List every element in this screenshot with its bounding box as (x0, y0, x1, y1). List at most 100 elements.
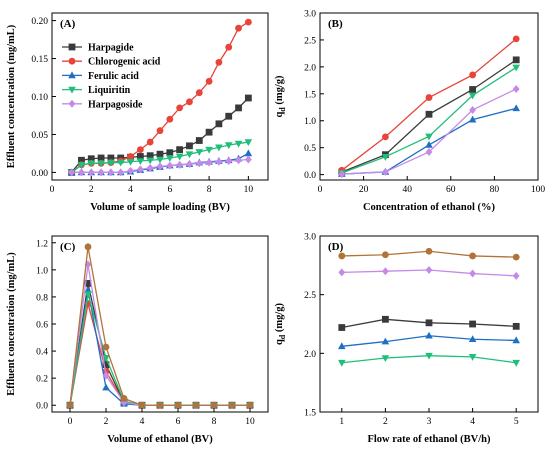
chart-C-y-tick-label: 0.2 (36, 375, 48, 385)
chart-A-y-tick-label: 0.15 (31, 55, 48, 65)
chart-B-series-3-point (425, 133, 433, 141)
chart-D-y-tick-label: 3.0 (304, 233, 316, 243)
chart-B-y-axis-title: qd (mg/g) (274, 75, 287, 118)
chart-C-x-axis-title: Volume of ethanol (BV) (107, 434, 213, 445)
chart-A-x-tick-label: 4 (128, 185, 133, 195)
chart-C-series-3-line (69, 294, 250, 406)
chart-C-series-0-point (102, 361, 110, 369)
chart-D-series-3-point (468, 335, 477, 343)
chart-A-y-tick-label: 0.00 (31, 169, 48, 179)
chart-A-series-3-point (234, 140, 243, 148)
chart-A-series-0-point (244, 94, 252, 102)
chart-B-x-tick-label: 20 (359, 185, 369, 195)
chart-B-series-1-point (382, 133, 389, 141)
chart-A-legend-label: Liquiritin (88, 85, 131, 96)
chart-A-series-3-point (116, 159, 125, 167)
chart-B-series-4-point (512, 84, 520, 93)
chart-C-series-3-point (102, 355, 110, 362)
chart-D-series-1-point (512, 271, 520, 280)
chart-A-x-tick-label: 10 (244, 185, 254, 195)
chart-C-series-5-point (120, 395, 128, 402)
chart-A-series-1-point (235, 24, 242, 32)
chart-A-legend-label: Chlorogenic acid (88, 57, 161, 68)
chart-A-series-3-point (156, 156, 164, 164)
chart-A-series-1-point (215, 58, 223, 66)
chart-B-series-1-point (425, 94, 433, 101)
chart-A-series-4-point (87, 168, 95, 177)
chart-C-series-0-line (69, 283, 250, 406)
chart-D-series-0-point (512, 253, 520, 261)
chart-B-series-4-point (338, 170, 346, 179)
chart-D-series-3-point (512, 336, 520, 344)
chart-A-series-1-point (166, 115, 174, 123)
chart-A-series-0-point (87, 155, 95, 163)
chart-A-series-3-point (244, 139, 253, 147)
chart-A-legend-marker (68, 71, 76, 79)
chart-A-y-tick-label: 0.20 (31, 17, 48, 27)
chart-C-series-5-point (174, 401, 182, 409)
chart-A-x-tick-label: 6 (167, 185, 172, 195)
chart-B-series-0-point (469, 86, 476, 93)
chart-A-x-tick-label: 0 (50, 185, 55, 195)
chart-A-series-3-point (136, 158, 145, 166)
chart-A-series-1-point (146, 138, 154, 146)
chart-B-series-4-point (469, 105, 476, 114)
chart-C-series-2-point (102, 383, 110, 391)
chart-A-series-4-point (117, 168, 125, 177)
chart-D-series-4-point (381, 355, 390, 363)
chart-A-series-4-point (127, 166, 134, 175)
chart-D-series-3-point (338, 342, 346, 350)
chart-B-series-1-point (512, 35, 520, 43)
chart-A-series-4-point (156, 162, 164, 171)
chart-B-series-0-point (512, 56, 520, 64)
chart-C-series-5-point (192, 401, 200, 409)
chart-D-series-2-point (469, 320, 476, 328)
chart-A-series-4-point (146, 163, 154, 172)
chart-B-series-3-point (468, 92, 477, 100)
chart-D-x-tick-label: 3 (427, 417, 432, 427)
chart-A-series-1-point (127, 153, 134, 160)
chart-A-series-3-point (215, 144, 223, 152)
chart-D-y-tick-label: 1.5 (304, 409, 316, 419)
chart-C-series-2-line (69, 290, 250, 406)
chart-C-y-tick-label: 1.0 (36, 266, 48, 276)
chart-A-series-0-point (186, 142, 193, 150)
chart-C-y-tick-label: 0.4 (36, 348, 48, 358)
chart-C-series-1-point (102, 367, 110, 375)
chart-D-x-tick-label: 2 (383, 417, 388, 427)
chart-A-series-3-point (126, 158, 135, 166)
chart-C-x-tick-label: 10 (245, 417, 255, 427)
chart-C-series-5-point (246, 401, 254, 409)
chart-D-x-axis-title: Flow rate of ethanol (BV/h) (367, 434, 491, 445)
chart-B-y-tick-label: 1.0 (304, 117, 316, 127)
chart-D-series-2-point (512, 322, 520, 330)
chart-A-series-3-point (185, 151, 194, 159)
chart-A-series-1-point (156, 127, 164, 135)
chart-C-series-5-point (210, 401, 218, 409)
chart-D-series-3-point (381, 337, 390, 345)
chart-C-series-5-point (156, 401, 164, 409)
chart-A-series-4-point (195, 159, 203, 168)
chart-A-series-3-point (77, 162, 86, 169)
chart-A-legend-marker (68, 99, 76, 108)
chart-B-x-tick-label: 100 (531, 185, 546, 195)
chart-A-series-0-point (205, 128, 213, 136)
chart-A-series-3-point (146, 157, 154, 165)
chart-A-series-0-point (136, 153, 144, 160)
chart-C-series-2-point (84, 286, 92, 293)
chart-A-series-1-point (186, 98, 193, 106)
chart-C-series-4-point (102, 371, 110, 380)
chart-C-y-tick-label: 0.6 (36, 321, 48, 331)
chart-B-y-tick-label: 2.5 (304, 36, 316, 46)
chart-B: 0 20 40 60 80 100 0.0 0.5 1.0 1.5 2.0 2.5 3.0 (B) Conc… (274, 10, 545, 214)
chart-B-series-4-point (425, 147, 433, 156)
chart-A-series-2-point (244, 149, 253, 157)
chart-B-x-tick-label: 60 (446, 185, 456, 195)
chart-D-series-0-point (382, 251, 389, 259)
chart-A: 0 2 4 6 8 10 0.00 0.05 0.10 0.15 0.20 (A) Volume of … (6, 12, 269, 213)
chart-A-series-0-point (166, 149, 174, 157)
chart-D-series-4-point (338, 359, 346, 367)
chart-A-series-0-point (176, 146, 184, 154)
chart-C-series-3-point (84, 291, 92, 299)
